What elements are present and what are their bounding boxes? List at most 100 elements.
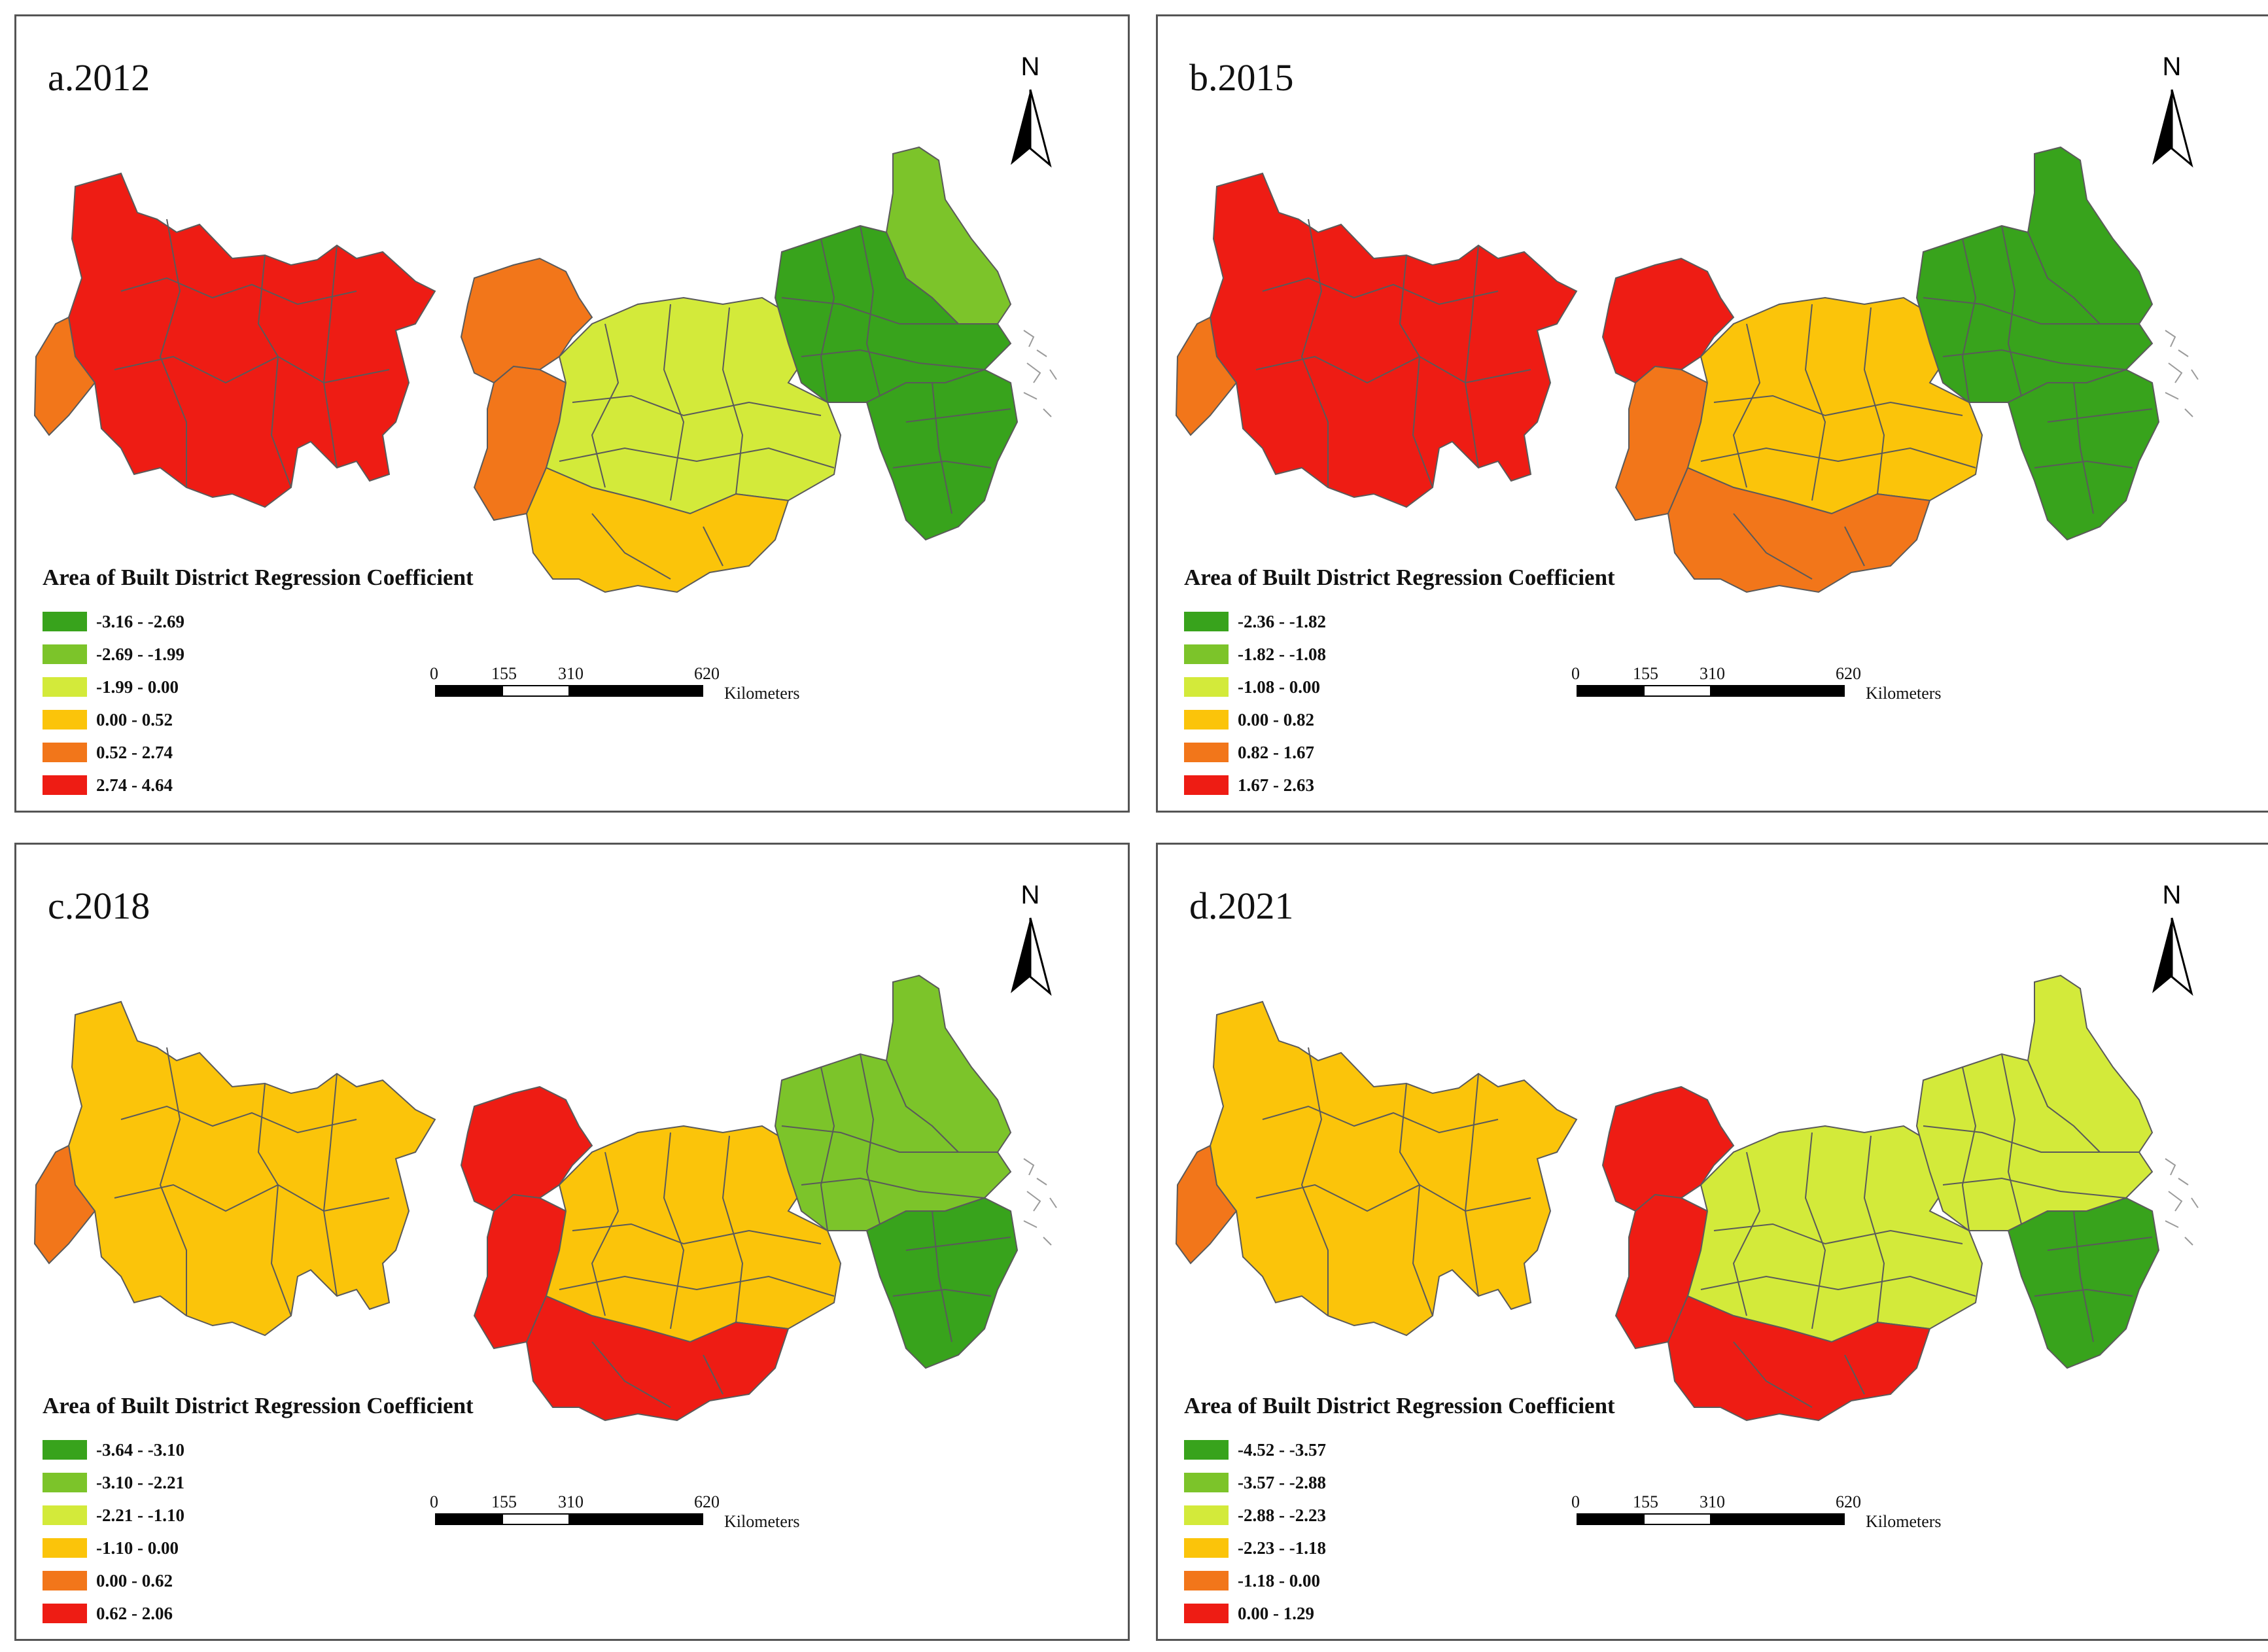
legend-label: -2.36 - -1.82	[1238, 611, 1326, 631]
east-subregion-lines	[1923, 225, 2153, 514]
legend-swatch	[1184, 1473, 1229, 1492]
north-arrow-label: N	[1021, 881, 1040, 909]
scale-segment-2	[502, 685, 570, 697]
scale-unit: Kilometers	[724, 1512, 800, 1531]
legend-label: -2.21 - -1.10	[96, 1505, 184, 1525]
scale-segment-3	[1710, 1513, 1845, 1525]
scale-segment-2	[1643, 1513, 1711, 1525]
scale-tick-155: 155	[491, 1492, 517, 1511]
scale-tick-310: 310	[558, 664, 584, 683]
scale-tick-155: 155	[1633, 1492, 1658, 1511]
legend-item: 0.82 - 1.67	[1184, 739, 1314, 765]
legend-swatch	[1184, 677, 1229, 697]
coastal-islands	[1023, 330, 1057, 417]
middle-subregion-lines	[559, 304, 835, 580]
region-east-south	[2007, 368, 2160, 541]
legend-item: -1.82 - -1.08	[1184, 641, 1326, 667]
region-west-main	[67, 172, 436, 508]
scale-segment-2	[1643, 685, 1711, 697]
region-mid-south	[525, 1295, 790, 1422]
legend-label: 0.00 - 0.52	[96, 709, 173, 729]
region-east-main	[1915, 1053, 2154, 1231]
region-east-main	[774, 1053, 1012, 1231]
scale-tick-155: 155	[1633, 664, 1658, 683]
legend-item: -1.99 - 0.00	[43, 674, 179, 700]
region-west-tip	[33, 316, 96, 436]
region-east-south	[865, 368, 1019, 541]
legend-label: -4.52 - -3.57	[1238, 1439, 1326, 1460]
legend-item: -2.69 - -1.99	[43, 641, 184, 667]
legend-label: -1.08 - 0.00	[1238, 677, 1320, 697]
scale-tick-155: 155	[491, 664, 517, 683]
region-mid-south	[525, 466, 790, 593]
map-panel-b.2015: b.2015 N Area of Built District Regressi…	[1156, 14, 2268, 813]
legend-swatch	[43, 1571, 87, 1590]
region-mid-south	[1667, 466, 1931, 593]
legend-label: -3.16 - -2.69	[96, 611, 184, 631]
coastal-islands	[1023, 1158, 1057, 1246]
map-panel-a.2012: a.2012 N Area of Built District Regressi…	[14, 14, 1130, 813]
scale-tick-0: 0	[430, 664, 438, 683]
legend-label: -1.10 - 0.00	[96, 1538, 179, 1558]
legend-item: -3.16 - -2.69	[43, 608, 184, 635]
panel-title: b.2015	[1189, 56, 1294, 99]
legend-label: -3.10 - -2.21	[96, 1472, 184, 1492]
scale-unit: Kilometers	[724, 684, 800, 703]
legend-swatch	[43, 612, 87, 631]
scale-tick-620: 620	[1836, 664, 1861, 683]
scale-segment-1	[1577, 685, 1645, 697]
legend-label: 2.74 - 4.64	[96, 775, 173, 795]
legend-item: 0.00 - 0.62	[43, 1568, 173, 1594]
map-panel-d.2021: d.2021 N Area of Built District Regressi…	[1156, 843, 2268, 1641]
north-arrow-icon: N	[1011, 52, 1052, 168]
north-arrow-label: N	[2163, 881, 2182, 909]
west-subregion-lines	[1255, 1047, 1531, 1316]
legend-label: -2.88 - -2.23	[1238, 1505, 1326, 1525]
middle-subregion-lines	[1700, 304, 1976, 580]
scale-segment-1	[1577, 1513, 1645, 1525]
legend-label: -3.64 - -3.10	[96, 1439, 184, 1460]
north-arrow-icon: N	[1011, 881, 1052, 996]
map-panel-c.2018: c.2018 N Area of Built District Regressi…	[14, 843, 1130, 1641]
coastal-islands	[2165, 1158, 2199, 1246]
legend-swatch	[1184, 1505, 1229, 1525]
scale-segment-1	[435, 1513, 503, 1525]
legend-item: -2.36 - -1.82	[1184, 608, 1326, 635]
scale-segment-3	[568, 685, 703, 697]
legend-swatch	[43, 644, 87, 664]
legend-item: 2.74 - 4.64	[43, 772, 173, 798]
legend-item: -2.23 - -1.18	[1184, 1535, 1326, 1561]
region-west-tip	[33, 1144, 96, 1265]
region-mid-south	[1667, 1295, 1931, 1422]
scale-segment-2	[502, 1513, 570, 1525]
north-arrow-label: N	[2163, 52, 2182, 81]
region-east-main	[774, 224, 1012, 403]
legend-swatch	[1184, 1538, 1229, 1558]
region-west-main	[1209, 172, 1578, 508]
scale-unit: Kilometers	[1866, 684, 1942, 703]
north-arrow-icon: N	[2152, 881, 2193, 996]
scale-bar: 0 155 310 620 Kilometers	[1571, 664, 1969, 716]
panel-title: c.2018	[48, 885, 150, 927]
choropleth-map	[1175, 146, 2199, 593]
north-arrow-icon: N	[2152, 52, 2193, 168]
legend-swatch	[43, 1473, 87, 1492]
region-east-south	[2007, 1197, 2160, 1369]
scale-bar: 0 155 310 620 Kilometers	[430, 664, 828, 716]
legend-label: -2.23 - -1.18	[1238, 1538, 1326, 1558]
legend-item: 0.00 - 1.29	[1184, 1600, 1314, 1626]
region-west-main	[67, 1000, 436, 1337]
east-subregion-lines	[1923, 1053, 2153, 1343]
legend-swatch	[1184, 1440, 1229, 1460]
middle-subregion-lines	[1700, 1132, 1976, 1408]
legend-item: 1.67 - 2.63	[1184, 772, 1314, 798]
legend-label: -3.57 - -2.88	[1238, 1472, 1326, 1492]
legend-label: 0.52 - 2.74	[96, 742, 173, 762]
west-subregion-lines	[114, 1047, 390, 1316]
scale-tick-0: 0	[1571, 1492, 1580, 1511]
legend-label: -1.82 - -1.08	[1238, 644, 1326, 664]
legend-label: 0.00 - 0.82	[1238, 709, 1314, 729]
legend-swatch	[43, 1538, 87, 1558]
legend-label: 0.62 - 2.06	[96, 1603, 173, 1623]
legend-swatch	[1184, 1604, 1229, 1623]
